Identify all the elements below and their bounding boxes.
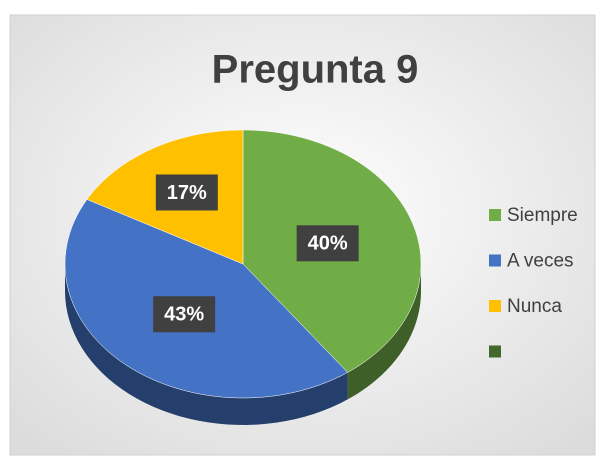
legend-label: A veces bbox=[507, 251, 574, 272]
data-label: 43% bbox=[164, 304, 204, 326]
data-label-box bbox=[153, 296, 216, 333]
data-label: 17% bbox=[167, 182, 207, 204]
slice-side bbox=[65, 264, 348, 425]
data-label-box bbox=[296, 225, 359, 262]
slice-side bbox=[347, 264, 421, 400]
legend-swatch bbox=[489, 254, 501, 267]
data-label: 40% bbox=[308, 233, 348, 255]
data-label-box bbox=[155, 174, 218, 211]
legend-swatch bbox=[489, 345, 501, 358]
chart-title: Pregunta 9 bbox=[212, 48, 419, 92]
legend-swatch bbox=[489, 300, 501, 312]
legend-label: Siempre bbox=[507, 205, 578, 226]
legend-swatch bbox=[489, 209, 501, 221]
legend-label: Nunca bbox=[507, 296, 562, 317]
